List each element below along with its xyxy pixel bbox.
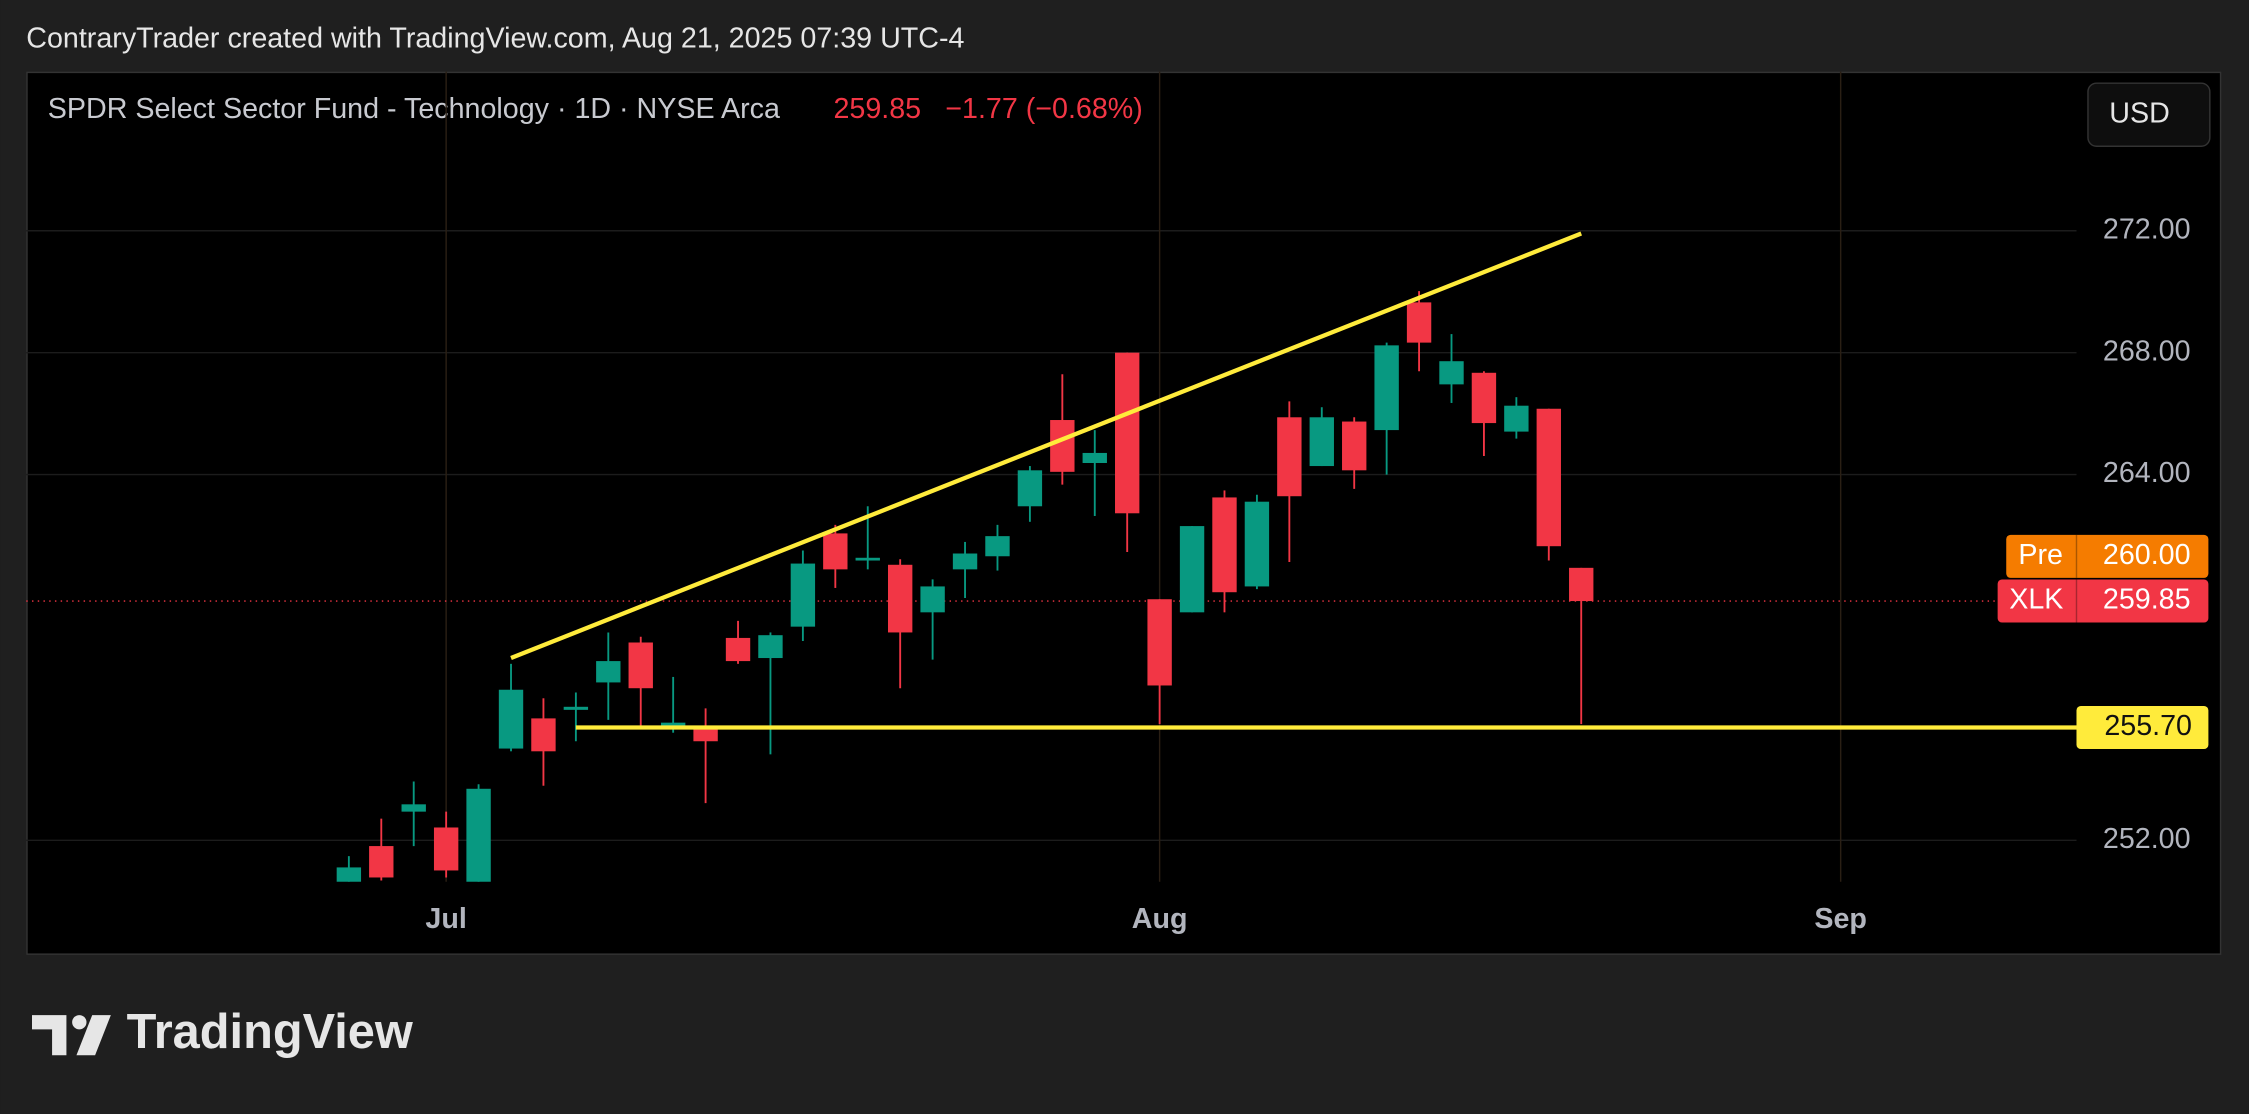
last-tag-name: XLK <box>2009 584 2063 616</box>
legend-price: 259.85 <box>833 93 921 125</box>
candle-body <box>628 642 653 689</box>
candle-body <box>466 788 491 882</box>
candle-body <box>1342 421 1367 471</box>
candle-body <box>1179 526 1205 613</box>
candle-body <box>1309 417 1334 467</box>
candle-body <box>1082 452 1107 463</box>
logo-icon <box>32 1015 111 1056</box>
y-tick-label: 264.00 <box>2103 457 2191 489</box>
currency-button[interactable] <box>2087 82 2211 147</box>
candle-body <box>401 804 426 812</box>
candle-body <box>1504 405 1529 432</box>
candle-body <box>758 635 783 659</box>
pre-tag-value: 260.00 <box>2103 539 2191 571</box>
candle-body <box>693 728 718 742</box>
candle-body <box>1277 417 1302 497</box>
candle-body <box>790 563 816 627</box>
y-tick-label: 268.00 <box>2103 335 2191 367</box>
pre-tag <box>2006 534 2209 578</box>
candle-body <box>531 718 556 752</box>
last-tag-value: 259.85 <box>2103 584 2191 616</box>
candle-body <box>1050 420 1075 472</box>
logo-text: TradingView <box>127 1005 413 1059</box>
candle-body <box>887 564 913 633</box>
currency-label[interactable]: USD <box>2109 97 2170 129</box>
logo-part <box>72 1015 87 1030</box>
last-tag <box>1997 579 2209 623</box>
candle-body <box>1406 302 1432 343</box>
candle-body <box>1115 352 1140 514</box>
candle-body <box>433 827 459 871</box>
credit: ContraryTrader created with TradingView.… <box>26 23 964 55</box>
pre-tag-name: Pre <box>2018 539 2063 571</box>
candle-body <box>855 557 880 561</box>
candle-body <box>823 533 848 570</box>
candle-body <box>1536 408 1561 547</box>
logo-part <box>32 1015 67 1056</box>
candle-body <box>660 722 686 727</box>
candle-body <box>1569 567 1594 602</box>
price-tag-label: 255.70 <box>2104 710 2192 742</box>
candle-body <box>952 553 978 570</box>
x-tick-label: Sep <box>1814 903 1867 935</box>
x-tick-label: Aug <box>1132 903 1188 935</box>
candle-body <box>1212 497 1237 593</box>
candle-body <box>1471 372 1497 424</box>
y-tick-label: 252.00 <box>2103 823 2191 855</box>
candle-body <box>1439 361 1464 385</box>
legend-change: −1.77 (−0.68%) <box>945 93 1143 125</box>
x-tick-label: Jul <box>425 903 466 935</box>
price-tag <box>2076 706 2209 750</box>
candle-body <box>1017 470 1043 507</box>
candle-body <box>985 536 1010 557</box>
candle-body <box>1147 599 1172 686</box>
y-tick-label: 272.00 <box>2103 213 2191 245</box>
candle-body <box>596 661 621 683</box>
logo-part <box>76 1015 111 1056</box>
candle-body <box>498 689 524 749</box>
candle-body <box>369 846 394 878</box>
candle-body <box>563 706 589 710</box>
candle-body <box>1374 345 1399 431</box>
candle-body <box>336 867 362 882</box>
trendline <box>510 231 1583 661</box>
candle-body <box>1244 501 1270 587</box>
candle-body <box>920 586 945 613</box>
legend-title: SPDR Select Sector Fund - Technology · 1… <box>48 93 780 125</box>
candle-body <box>725 637 751 662</box>
